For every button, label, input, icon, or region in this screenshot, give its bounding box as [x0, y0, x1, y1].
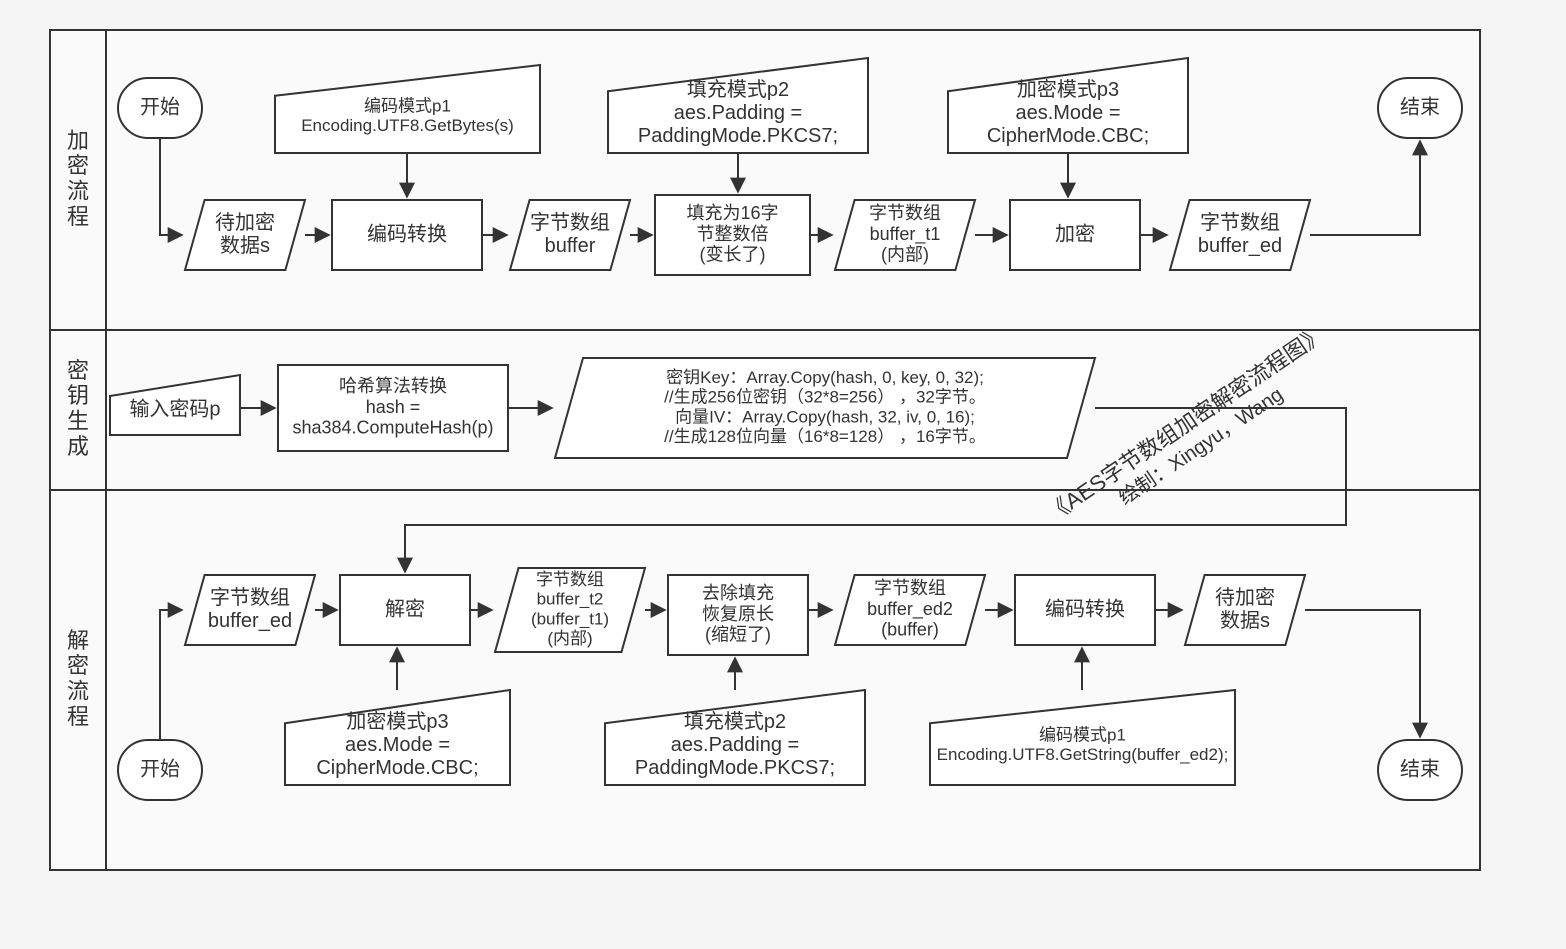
svg-text:buffer_ed: buffer_ed: [1198, 235, 1282, 257]
svg-text:填充为16字: 填充为16字: [686, 203, 778, 223]
process-enc_r1-label: 编码转换: [367, 222, 447, 245]
row-title: 加密流程: [67, 128, 89, 229]
svg-text:字节数组: 字节数组: [530, 211, 610, 234]
terminator-enc_end-label: 结束: [1400, 95, 1440, 118]
terminator-enc_start-label: 开始: [140, 95, 180, 118]
process-dec_r2-label: 去除填充恢复原长(缩短了): [702, 583, 774, 644]
svg-text:流: 流: [67, 678, 89, 703]
svg-text:密: 密: [67, 153, 89, 178]
svg-text:填充模式p2: 填充模式p2: [684, 710, 786, 733]
svg-text:buffer_t2: buffer_t2: [537, 590, 604, 609]
svg-text://生成256位密钥（32*8=256） ，32字节。: //生成256位密钥（32*8=256） ，32字节。: [664, 388, 986, 407]
svg-text:CipherMode.CBC;: CipherMode.CBC;: [316, 757, 478, 779]
svg-text:数据s: 数据s: [1220, 609, 1270, 632]
flowchart-svg: 加密流程密钥生成解密流程开始结束开始结束编码模式p1Encoding.UTF8.…: [0, 0, 1566, 949]
svg-text:加密模式p3: 加密模式p3: [1017, 78, 1119, 101]
svg-text:buffer_t1: buffer_t1: [870, 224, 941, 245]
row-title: 解密流程: [67, 628, 89, 729]
svg-text:aes.Padding =: aes.Padding =: [674, 102, 802, 124]
svg-text:钥: 钥: [67, 383, 89, 408]
svg-text:buffer_ed: buffer_ed: [208, 610, 292, 632]
svg-text:向量IV：Array.Copy(hash, 32, iv,: 向量IV：Array.Copy(hash, 32, iv, 0, 16);: [675, 407, 975, 426]
svg-text:CipherMode.CBC;: CipherMode.CBC;: [987, 125, 1149, 147]
svg-text:开始: 开始: [140, 95, 180, 118]
svg-text:数据s: 数据s: [220, 234, 270, 257]
svg-text:填充模式p2: 填充模式p2: [687, 78, 789, 101]
svg-text:密: 密: [67, 358, 89, 383]
svg-text:buffer_ed2: buffer_ed2: [867, 599, 953, 620]
svg-text:(变长了): (变长了): [700, 244, 766, 264]
svg-text:aes.Padding =: aes.Padding =: [671, 734, 799, 756]
svg-text:恢复原长: 恢复原长: [702, 604, 774, 624]
svg-text:待加密: 待加密: [215, 211, 275, 234]
data-key_out-label: 密钥Key：Array.Copy(hash, 0, key, 0, 32);//…: [664, 368, 986, 446]
svg-text:编码转换: 编码转换: [367, 222, 447, 245]
svg-text:待加密: 待加密: [1215, 586, 1275, 609]
svg-text:解密: 解密: [385, 597, 425, 620]
svg-text:程: 程: [67, 704, 89, 729]
svg-text:加: 加: [67, 128, 89, 153]
svg-text:流: 流: [67, 178, 89, 203]
svg-text:生: 生: [67, 408, 89, 433]
row-title: 密钥生成: [67, 358, 89, 459]
svg-text:Encoding.UTF8.GetBytes(s): Encoding.UTF8.GetBytes(s): [301, 116, 514, 135]
svg-text:字节数组: 字节数组: [210, 586, 290, 609]
svg-text:(buffer_t1): (buffer_t1): [531, 609, 609, 628]
svg-text:(buffer): (buffer): [881, 619, 939, 639]
terminator-dec_start-label: 开始: [140, 757, 180, 780]
svg-text:成: 成: [67, 434, 89, 459]
process-dec_r3-label: 编码转换: [1045, 597, 1125, 620]
svg-text:程: 程: [67, 204, 89, 229]
svg-text:解: 解: [67, 628, 89, 653]
svg-text:字节数组: 字节数组: [536, 570, 604, 589]
svg-text:去除填充: 去除填充: [702, 583, 774, 603]
svg-text:加密: 加密: [1055, 222, 1095, 245]
svg-text:开始: 开始: [140, 757, 180, 780]
svg-text:(内部): (内部): [547, 629, 592, 648]
svg-text:密: 密: [67, 653, 89, 678]
svg-text:结束: 结束: [1400, 757, 1440, 780]
svg-text:buffer: buffer: [545, 235, 596, 257]
svg-text:字节数组: 字节数组: [874, 578, 946, 598]
svg-text:字节数组: 字节数组: [869, 203, 941, 223]
svg-text:编码模式p1: 编码模式p1: [364, 96, 451, 115]
svg-text:aes.Mode =: aes.Mode =: [345, 734, 450, 756]
process-enc_r2-label: 填充为16字节整数倍(变长了): [686, 203, 778, 264]
svg-text:密钥Key：Array.Copy(hash, 0, key,: 密钥Key：Array.Copy(hash, 0, key, 0, 32);: [666, 368, 984, 387]
svg-text:aes.Mode =: aes.Mode =: [1015, 102, 1120, 124]
process-dec_r1-label: 解密: [385, 597, 425, 620]
process-enc_r3-label: 加密: [1055, 222, 1095, 245]
svg-text:PaddingMode.PKCS7;: PaddingMode.PKCS7;: [638, 125, 838, 147]
svg-text:编码模式p1: 编码模式p1: [1039, 726, 1126, 745]
svg-text:编码转换: 编码转换: [1045, 597, 1125, 620]
svg-text:结束: 结束: [1400, 95, 1440, 118]
manual-input-key_in-label: 输入密码p: [129, 398, 220, 421]
svg-text:哈希算法转换: 哈希算法转换: [339, 376, 447, 396]
svg-text:输入密码p: 输入密码p: [129, 398, 220, 421]
svg-text:(缩短了): (缩短了): [705, 624, 771, 644]
svg-text:(内部): (内部): [881, 244, 929, 264]
svg-text://生成128位向量（16*8=128） ，16字节。: //生成128位向量（16*8=128） ，16字节。: [664, 427, 986, 446]
svg-text:节整数倍: 节整数倍: [697, 224, 769, 244]
svg-text:hash =: hash =: [366, 397, 421, 417]
terminator-dec_end-label: 结束: [1400, 757, 1440, 780]
svg-text:字节数组: 字节数组: [1200, 211, 1280, 234]
row-bg: [51, 491, 1479, 869]
svg-text:Encoding.UTF8.GetString(buffer: Encoding.UTF8.GetString(buffer_ed2);: [937, 745, 1229, 764]
svg-text:PaddingMode.PKCS7;: PaddingMode.PKCS7;: [635, 757, 835, 779]
svg-text:sha384.ComputeHash(p): sha384.ComputeHash(p): [292, 417, 493, 437]
svg-text:加密模式p3: 加密模式p3: [346, 710, 448, 733]
